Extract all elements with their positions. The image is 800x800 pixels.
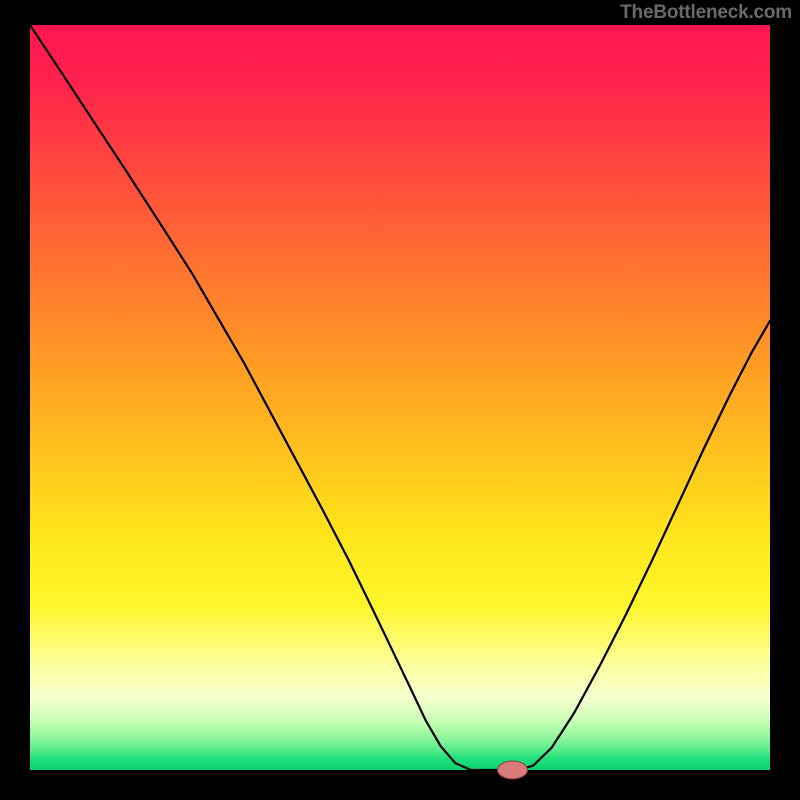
watermark-text: TheBottleneck.com (620, 2, 792, 24)
chart-svg (0, 0, 800, 800)
optimal-point-marker (497, 761, 527, 779)
plot-gradient-background (30, 25, 770, 770)
chart-container: TheBottleneck.com (0, 0, 800, 800)
